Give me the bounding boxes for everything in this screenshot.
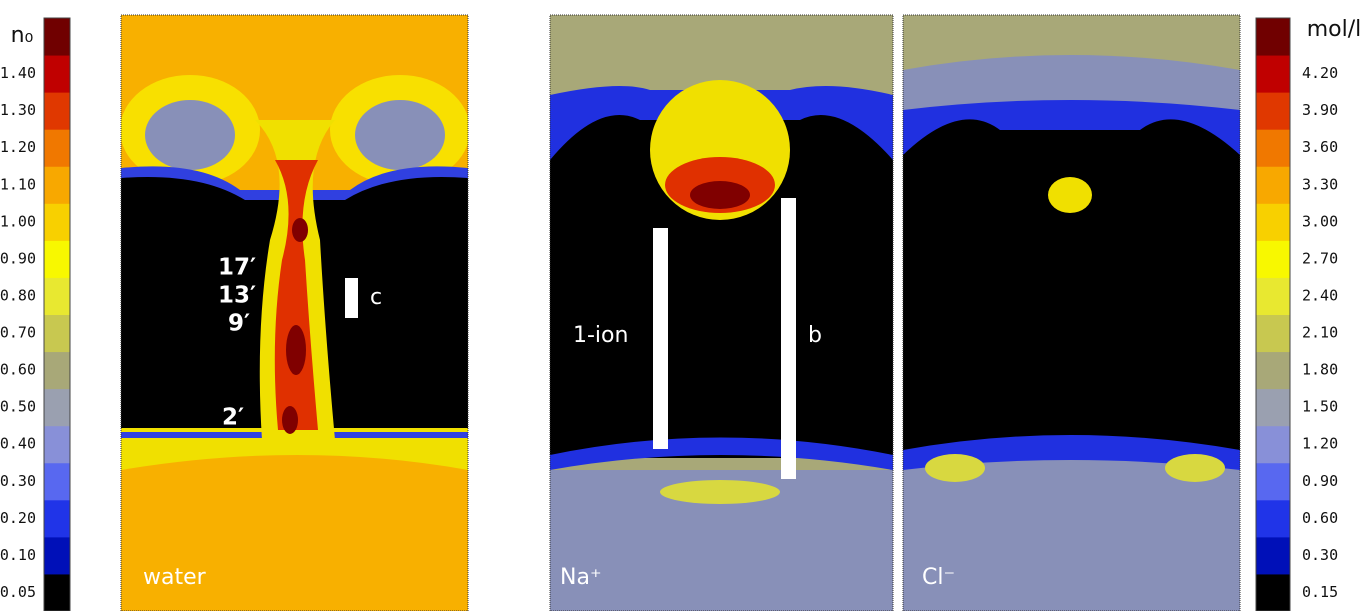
- tick-label: 0.90: [1302, 472, 1338, 490]
- colorbar-left: 0.05 0.10 0.20 0.30 0.40 0.50 0.60 0.70 0.80 0.90…: [0, 17, 71, 611]
- tick-label: 0.80: [0, 286, 36, 304]
- tick-label: 0.20: [0, 509, 36, 527]
- tick-label: 0.60: [1302, 509, 1338, 527]
- panel-label: Na⁺: [560, 565, 602, 590]
- tick-label: 1.20: [1302, 435, 1338, 453]
- color-band: [44, 573, 70, 611]
- cl-map: [903, 15, 1240, 611]
- label-1-ion: 1-ion: [573, 323, 628, 348]
- color-band: [1256, 573, 1290, 611]
- tick-label: 2.40: [1302, 286, 1338, 304]
- tick-label: 3.30: [1302, 175, 1338, 193]
- color-band: [1256, 129, 1290, 167]
- tick-label: 1.40: [0, 64, 36, 82]
- bar-1-ion: [653, 228, 668, 449]
- bar-b: [781, 198, 796, 479]
- color-band: [44, 351, 70, 390]
- tick-label: 4.20: [1302, 64, 1338, 82]
- colorbar-right: 0.15 0.30 0.60 0.90 1.20 1.50 1.80 2.10 2.40 2.70…: [1255, 17, 1362, 611]
- tick-label: 0.70: [0, 324, 36, 342]
- color-band: [44, 92, 70, 130]
- tick-label: 0.60: [0, 361, 36, 379]
- color-band: [1256, 388, 1290, 427]
- tick-label: 0.50: [0, 398, 36, 416]
- color-band: [1256, 203, 1290, 241]
- color-band: [44, 462, 70, 501]
- color-band: [1256, 92, 1290, 130]
- color-band: [44, 55, 70, 93]
- tick-label: 0.30: [1302, 546, 1338, 564]
- color-band: [1256, 536, 1290, 575]
- tick-label: 0.10: [0, 546, 36, 564]
- tick-label: 0.40: [0, 435, 36, 453]
- colorbar-title: n₀: [11, 23, 34, 48]
- tick-label: 1.30: [0, 101, 36, 119]
- panel-label: Cl⁻: [922, 565, 955, 590]
- tick-label: 0.05: [0, 583, 36, 601]
- color-band: [1256, 55, 1290, 93]
- tick-label: 3.00: [1302, 212, 1338, 230]
- color-band: [44, 425, 70, 464]
- bar-c: [345, 278, 358, 318]
- colorbar-title: mol/l: [1307, 17, 1362, 42]
- color-band: [44, 18, 70, 56]
- color-band: [1256, 425, 1290, 464]
- color-band: [44, 203, 70, 241]
- label-2: 2′: [222, 405, 244, 431]
- tick-label: 1.80: [1302, 361, 1338, 379]
- tick-label: 0.15: [1302, 583, 1338, 601]
- tick-label: 0.90: [0, 249, 36, 267]
- tick-label: 3.60: [1302, 138, 1338, 156]
- color-band: [1256, 351, 1290, 390]
- tick-label: 2.70: [1302, 249, 1338, 267]
- na-map: [550, 15, 893, 611]
- color-band: [44, 166, 70, 204]
- label-b: b: [808, 323, 822, 348]
- panel-frame: [549, 14, 894, 611]
- color-band: [44, 240, 70, 278]
- color-band: [44, 499, 70, 538]
- color-band: [44, 129, 70, 167]
- panel-frame: [120, 14, 469, 611]
- label-13: 13′: [218, 283, 256, 309]
- panel-label: water: [143, 565, 207, 590]
- color-band: [1256, 499, 1290, 538]
- tick-label: 3.90: [1302, 101, 1338, 119]
- panel-frame: [902, 14, 1241, 611]
- color-band: [1256, 166, 1290, 204]
- tick-label: 1.50: [1302, 398, 1338, 416]
- water-map: [121, 15, 468, 611]
- tick-label: 1.20: [0, 138, 36, 156]
- colorbar-frame: [1255, 17, 1291, 611]
- label-c: c: [370, 285, 382, 310]
- label-9: 9′: [228, 311, 250, 337]
- tick-label: 1.00: [0, 212, 36, 230]
- color-band: [1256, 18, 1290, 56]
- color-band: [44, 388, 70, 427]
- color-band: [44, 277, 70, 315]
- tick-label: 0.30: [0, 472, 36, 490]
- color-band: [1256, 314, 1290, 353]
- label-17: 17′: [218, 255, 256, 281]
- color-band: [1256, 277, 1290, 315]
- color-band: [1256, 462, 1290, 501]
- tick-label: 1.10: [0, 175, 36, 193]
- tick-label: 2.10: [1302, 324, 1338, 342]
- color-band: [44, 536, 70, 575]
- color-band: [1256, 240, 1290, 278]
- colorbar-frame: [43, 17, 71, 611]
- color-band: [44, 314, 70, 353]
